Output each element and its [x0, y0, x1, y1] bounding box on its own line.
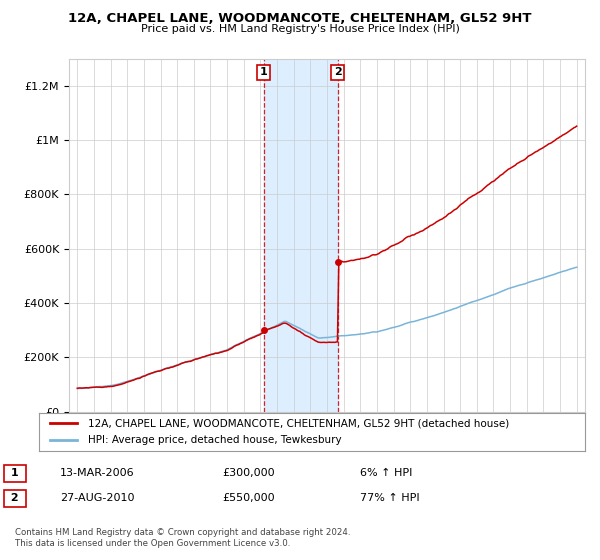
Text: 1: 1	[260, 67, 268, 77]
Text: 6% ↑ HPI: 6% ↑ HPI	[360, 468, 412, 478]
Text: 12A, CHAPEL LANE, WOODMANCOTE, CHELTENHAM, GL52 9HT: 12A, CHAPEL LANE, WOODMANCOTE, CHELTENHA…	[68, 12, 532, 25]
Text: 12A, CHAPEL LANE, WOODMANCOTE, CHELTENHAM, GL52 9HT (detached house): 12A, CHAPEL LANE, WOODMANCOTE, CHELTENHA…	[88, 418, 509, 428]
Text: £550,000: £550,000	[222, 493, 275, 503]
Text: 13-MAR-2006: 13-MAR-2006	[60, 468, 134, 478]
Text: 2: 2	[334, 67, 341, 77]
Text: Price paid vs. HM Land Registry's House Price Index (HPI): Price paid vs. HM Land Registry's House …	[140, 24, 460, 34]
Text: HPI: Average price, detached house, Tewkesbury: HPI: Average price, detached house, Tewk…	[88, 435, 342, 445]
Text: 27-AUG-2010: 27-AUG-2010	[60, 493, 134, 503]
Text: This data is licensed under the Open Government Licence v3.0.: This data is licensed under the Open Gov…	[15, 539, 290, 548]
Text: Contains HM Land Registry data © Crown copyright and database right 2024.: Contains HM Land Registry data © Crown c…	[15, 528, 350, 536]
Text: £300,000: £300,000	[222, 468, 275, 478]
Text: 1: 1	[7, 468, 23, 478]
Text: 2: 2	[7, 493, 23, 503]
Bar	[264, 59, 338, 412]
Text: 77% ↑ HPI: 77% ↑ HPI	[360, 493, 419, 503]
